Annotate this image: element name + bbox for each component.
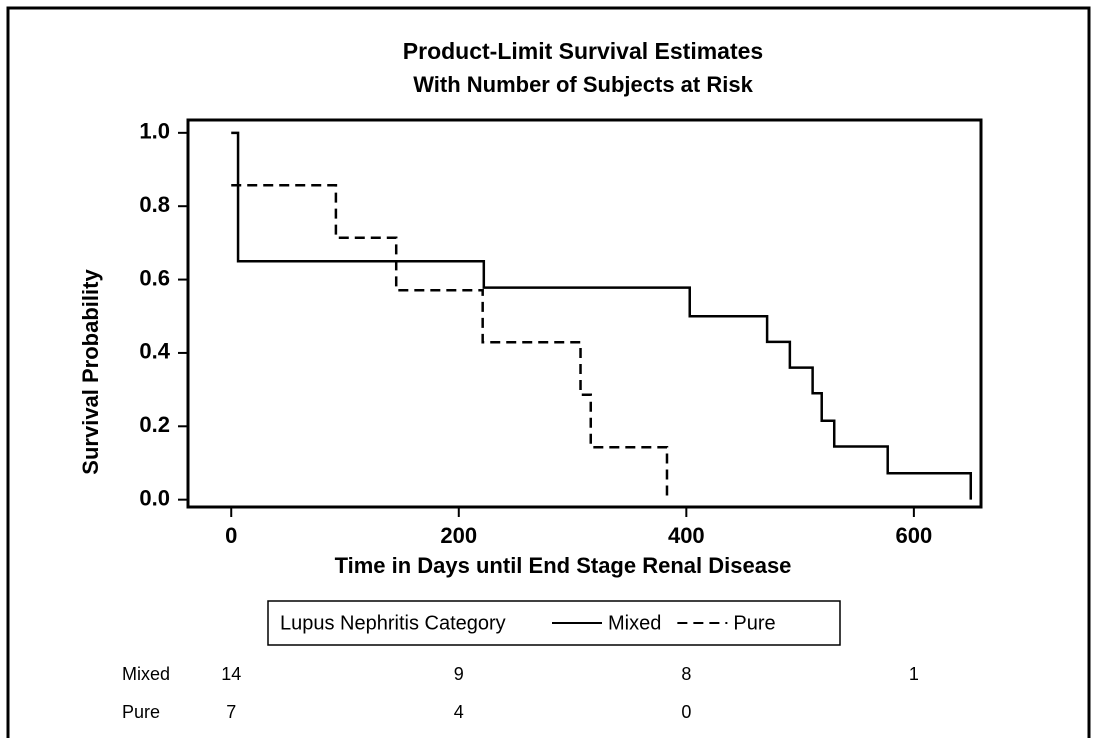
at-risk-count: 4 bbox=[454, 702, 464, 722]
legend-title: Lupus Nephritis Category bbox=[280, 612, 506, 634]
y-tick-label: 0.4 bbox=[139, 339, 170, 364]
at-risk-group: Mixed bbox=[122, 664, 170, 684]
at-risk-group: Pure bbox=[122, 702, 160, 722]
x-tick-label: 0 bbox=[225, 523, 237, 548]
at-risk-count: 0 bbox=[681, 702, 691, 722]
at-risk-count: 14 bbox=[221, 664, 241, 684]
at-risk-count: 9 bbox=[454, 664, 464, 684]
y-tick-label: 0.2 bbox=[139, 412, 170, 437]
x-tick-label: 200 bbox=[440, 523, 477, 548]
plot-frame bbox=[186, 118, 983, 509]
y-tick-label: 0.8 bbox=[139, 192, 170, 217]
y-tick-label: 1.0 bbox=[139, 119, 170, 144]
at-risk-count: 8 bbox=[681, 664, 691, 684]
legend-box bbox=[267, 600, 841, 646]
y-tick-label: 0.0 bbox=[139, 485, 170, 510]
y-tick-label: 0.6 bbox=[139, 265, 170, 290]
at-risk-count: 7 bbox=[226, 702, 236, 722]
y-axis-label: Survival Probability bbox=[78, 269, 103, 475]
legend-label: Mixed bbox=[608, 612, 661, 634]
chart-title: Product-Limit Survival Estimates bbox=[403, 38, 763, 64]
survival-line bbox=[231, 131, 973, 500]
chart-subtitle: With Number of Subjects at Risk bbox=[413, 72, 753, 97]
survival-line bbox=[231, 184, 669, 500]
x-tick-label: 400 bbox=[668, 523, 705, 548]
x-tick-label: 600 bbox=[896, 523, 933, 548]
page-frame bbox=[6, 6, 1091, 743]
at-risk-count: 1 bbox=[909, 664, 919, 684]
legend-label: Pure bbox=[733, 612, 775, 634]
x-axis-label: Time in Days until End Stage Renal Disea… bbox=[335, 553, 792, 578]
